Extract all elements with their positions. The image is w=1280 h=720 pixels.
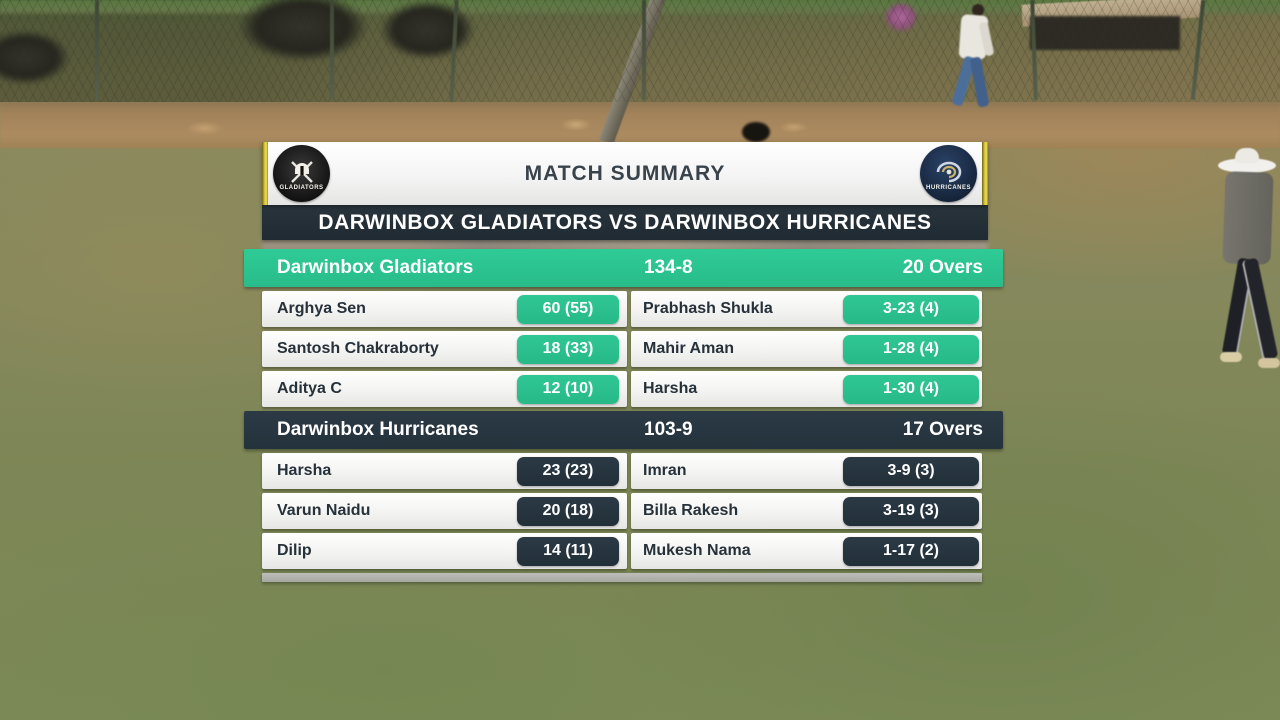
bowling-figures-badge: 1-17 (2)	[843, 536, 979, 566]
team-overs: 17 Overs	[902, 419, 983, 440]
player-head	[742, 122, 770, 142]
bowler-cell: Mukesh Nama 1-17 (2)	[631, 533, 982, 569]
umpire-hat-crown	[1235, 148, 1259, 163]
batter-cell: Dilip 14 (11)	[262, 533, 627, 569]
rock	[238, 0, 368, 62]
fence-post	[330, 0, 334, 98]
stat-row: Aditya C 12 (10) Harsha 1-30 (4)	[262, 371, 982, 407]
hurricane-swirl-icon	[936, 161, 961, 182]
bowler-name: Harsha	[643, 380, 698, 397]
bowler-name: Prabhash Shukla	[643, 300, 773, 317]
stat-row: Dilip 14 (11) Mukesh Nama 1-17 (2)	[262, 533, 982, 569]
bowler-cell: Harsha 1-30 (4)	[631, 371, 982, 407]
summary-header: GLADIATORS MATCH SUMMARY HURRICANES	[262, 142, 988, 205]
umpire-leg	[1241, 257, 1279, 361]
team-header-hurricanes: Darwinbox Hurricanes 103-9 17 Overs	[244, 411, 1003, 449]
dirt-strip	[0, 96, 1280, 148]
batting-figures-badge: 14 (11)	[517, 536, 619, 566]
stat-row: Harsha 23 (23) Imran 3-9 (3)	[262, 453, 982, 489]
batter-cell: Harsha 23 (23)	[262, 453, 627, 489]
batter-name: Arghya Sen	[277, 300, 366, 317]
fence-post	[95, 0, 99, 100]
team-section-hurricanes: Darwinbox Hurricanes 103-9 17 Overs Hars…	[244, 411, 1003, 569]
bowler-cell: Billa Rakesh 3-19 (3)	[631, 493, 982, 529]
team-score: 134-8	[644, 257, 693, 278]
bowling-figures-badge: 3-19 (3)	[843, 496, 979, 526]
bowler-name: Mahir Aman	[643, 340, 734, 357]
umpire-shoe	[1258, 358, 1280, 368]
hurricanes-logo: HURRICANES	[920, 145, 977, 202]
batter-name: Dilip	[277, 542, 312, 559]
pink-cloth	[884, 2, 918, 32]
stat-row: Santosh Chakraborty 18 (33) Mahir Aman 1…	[262, 331, 982, 367]
umpire-person	[1218, 146, 1280, 386]
bowler-cell: Prabhash Shukla 3-23 (4)	[631, 291, 982, 327]
match-summary-overlay: GLADIATORS MATCH SUMMARY HURRICANES DARW…	[244, 142, 1003, 582]
team-section-gladiators: Darwinbox Gladiators 134-8 20 Overs Argh…	[244, 249, 1003, 407]
shed-interior	[1030, 16, 1180, 50]
fence-post	[642, 0, 646, 100]
batter-cell: Arghya Sen 60 (55)	[262, 291, 627, 327]
batter-name: Aditya C	[277, 380, 342, 397]
team-overs: 20 Overs	[902, 257, 983, 278]
rock	[380, 0, 475, 60]
stat-row: Varun Naidu 20 (18) Billa Rakesh 3-19 (3…	[262, 493, 982, 529]
team-name: Darwinbox Gladiators	[277, 257, 474, 278]
batting-figures-badge: 18 (33)	[517, 334, 619, 364]
batter-name: Varun Naidu	[277, 502, 371, 519]
batter-name: Harsha	[277, 462, 332, 479]
chain-link-fence	[0, 0, 1280, 102]
bowler-cell: Imran 3-9 (3)	[631, 453, 982, 489]
bowler-name: Billa Rakesh	[643, 502, 739, 519]
team-score: 103-9	[644, 419, 693, 440]
bowling-figures-badge: 1-30 (4)	[843, 374, 979, 404]
team-name: Darwinbox Hurricanes	[277, 419, 479, 440]
bowler-name: Mukesh Nama	[643, 542, 751, 559]
umpire-shoe	[1220, 352, 1242, 362]
matchup-title-bar: DARWINBOX GLADIATORS VS DARWINBOX HURRIC…	[262, 205, 988, 240]
walker-head	[972, 4, 984, 16]
bowling-figures-badge: 3-23 (4)	[843, 294, 979, 324]
bowler-cell: Mahir Aman 1-28 (4)	[631, 331, 982, 367]
gold-edge-right	[982, 142, 988, 205]
batting-figures-badge: 12 (10)	[517, 374, 619, 404]
walking-person	[938, 2, 1018, 110]
gladiators-logo-label: GLADIATORS	[279, 184, 324, 191]
stat-row: Arghya Sen 60 (55) Prabhash Shukla 3-23 …	[262, 291, 982, 327]
match-summary-title: MATCH SUMMARY	[524, 161, 726, 185]
batter-cell: Varun Naidu 20 (18)	[262, 493, 627, 529]
bowler-name: Imran	[643, 462, 687, 479]
batting-figures-badge: 23 (23)	[517, 456, 619, 486]
overlay-gap	[262, 240, 988, 249]
batting-figures-badge: 20 (18)	[517, 496, 619, 526]
batting-figures-badge: 60 (55)	[517, 294, 619, 324]
overlay-footer-strip	[262, 573, 982, 582]
gold-edge-left	[262, 142, 268, 205]
hurricanes-logo-label: HURRICANES	[925, 184, 971, 191]
batter-name: Santosh Chakraborty	[277, 340, 439, 357]
umpire-shirt	[1222, 171, 1274, 265]
bowling-figures-badge: 1-28 (4)	[843, 334, 979, 364]
bowling-figures-badge: 3-9 (3)	[843, 456, 979, 486]
walker-leg	[969, 56, 990, 108]
gladiator-icon	[290, 160, 313, 183]
batter-cell: Aditya C 12 (10)	[262, 371, 627, 407]
batter-cell: Santosh Chakraborty 18 (33)	[262, 331, 627, 367]
rock	[0, 30, 70, 85]
team-header-gladiators: Darwinbox Gladiators 134-8 20 Overs	[244, 249, 1003, 287]
umpire-hat-brim	[1218, 158, 1276, 173]
gladiators-logo: GLADIATORS	[273, 145, 330, 202]
